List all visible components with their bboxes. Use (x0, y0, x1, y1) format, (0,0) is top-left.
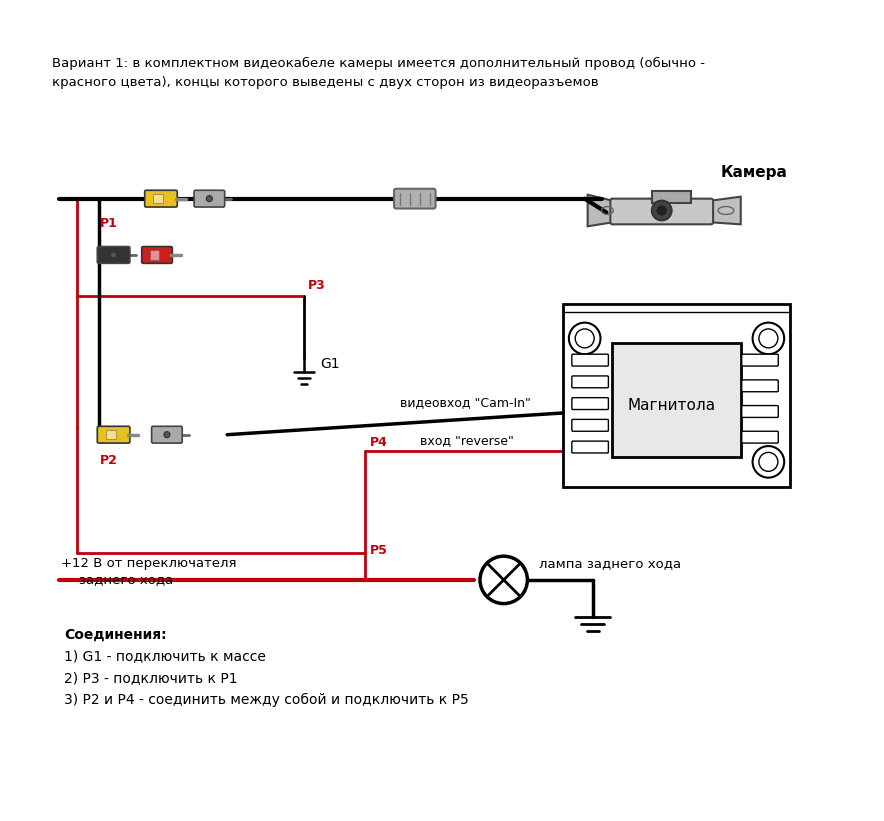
FancyBboxPatch shape (572, 420, 608, 431)
FancyBboxPatch shape (610, 199, 713, 224)
FancyBboxPatch shape (97, 426, 130, 443)
Text: 3) P2 и P4 - соединить между собой и подключить к P5: 3) P2 и P4 - соединить между собой и под… (65, 692, 469, 707)
Circle shape (164, 432, 170, 438)
Text: Камера: Камера (721, 165, 788, 180)
Text: Вариант 1: в комплектном видеокабеле камеры имеется дополнительный провод (обычн: Вариант 1: в комплектном видеокабеле кам… (52, 57, 705, 89)
FancyBboxPatch shape (194, 190, 225, 207)
FancyBboxPatch shape (613, 343, 741, 457)
Polygon shape (711, 197, 741, 224)
Text: P3: P3 (309, 279, 326, 292)
FancyBboxPatch shape (572, 354, 608, 366)
Circle shape (758, 452, 778, 471)
Text: Магнитола: Магнитола (628, 397, 716, 413)
FancyBboxPatch shape (742, 354, 778, 366)
FancyBboxPatch shape (106, 430, 116, 439)
FancyBboxPatch shape (394, 189, 436, 209)
Text: лампа заднего хода: лампа заднего хода (539, 557, 682, 571)
FancyBboxPatch shape (153, 194, 163, 204)
FancyBboxPatch shape (652, 190, 691, 203)
FancyBboxPatch shape (742, 380, 778, 392)
Text: P1: P1 (100, 218, 118, 231)
Circle shape (480, 556, 528, 603)
FancyBboxPatch shape (97, 246, 130, 264)
Circle shape (110, 252, 117, 258)
FancyBboxPatch shape (742, 431, 778, 443)
Text: P4: P4 (370, 435, 387, 448)
Circle shape (758, 329, 778, 348)
Text: заднего хода: заднего хода (79, 573, 173, 586)
FancyBboxPatch shape (572, 441, 608, 453)
Circle shape (752, 323, 784, 354)
FancyBboxPatch shape (572, 397, 608, 410)
Text: вход "reverse": вход "reverse" (420, 434, 514, 447)
FancyBboxPatch shape (563, 304, 790, 487)
FancyBboxPatch shape (149, 250, 159, 259)
Text: P2: P2 (100, 455, 118, 467)
FancyBboxPatch shape (742, 406, 778, 417)
Text: G1: G1 (320, 356, 339, 370)
Circle shape (752, 446, 784, 478)
Circle shape (206, 195, 212, 202)
Circle shape (575, 329, 594, 348)
Circle shape (569, 323, 600, 354)
Text: 2) P3 - подключить к P1: 2) P3 - подключить к P1 (65, 671, 238, 685)
FancyBboxPatch shape (572, 376, 608, 388)
Text: 1) G1 - подключить к массе: 1) G1 - подключить к массе (65, 649, 266, 663)
Text: P5: P5 (370, 544, 387, 557)
Polygon shape (588, 195, 613, 227)
Circle shape (652, 200, 672, 220)
FancyBboxPatch shape (141, 246, 172, 264)
Circle shape (656, 204, 667, 217)
FancyBboxPatch shape (151, 426, 182, 443)
Text: видеовход "Cam-In": видеовход "Cam-In" (400, 396, 531, 409)
Text: +12 В от переключателя: +12 В от переключателя (61, 557, 237, 570)
Text: Соединения:: Соединения: (65, 627, 167, 641)
FancyBboxPatch shape (145, 190, 178, 207)
